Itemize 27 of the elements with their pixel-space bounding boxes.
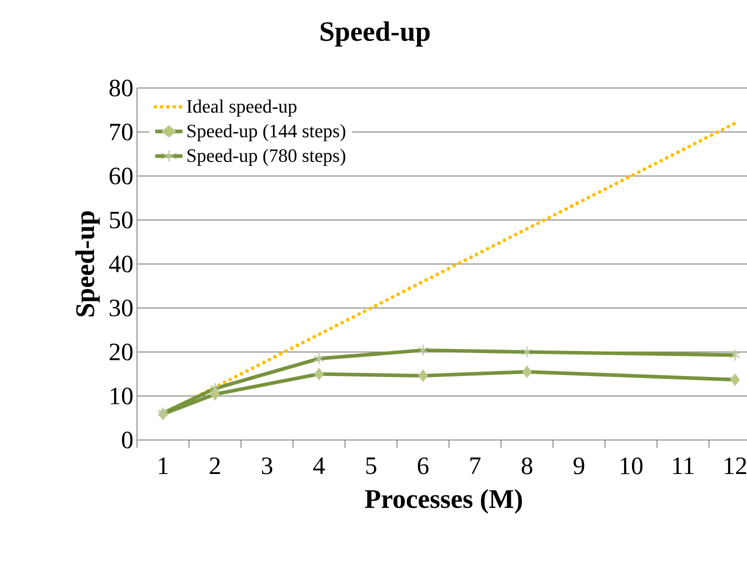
x-tick-label: 3	[262, 458, 272, 474]
legend-label: Speed-up (144 steps)	[188, 124, 346, 142]
y-tick-label: 0	[122, 432, 133, 448]
x-tick-label: 12	[724, 458, 746, 474]
legend-label: Speed-up (780 steps)	[188, 148, 346, 166]
y-tick-label: 10	[110, 388, 133, 404]
x-tick-label: 9	[574, 458, 584, 474]
x-tick-label: 11	[673, 458, 694, 474]
chart-title: Speed-up	[320, 21, 430, 47]
y-tick-label: 20	[110, 344, 133, 360]
x-tick-label: 10	[620, 458, 643, 474]
x-tick-label: 4	[313, 458, 325, 474]
x-axis-title: Processes (M)	[364, 489, 522, 514]
y-tick-label: 70	[110, 124, 133, 140]
y-tick-label: 80	[110, 80, 133, 96]
y-tick-label: 60	[110, 168, 133, 184]
x-tick-label: 1	[158, 458, 168, 474]
y-axis-title: Speed-up	[75, 211, 100, 316]
y-tick-label: 30	[110, 300, 133, 316]
legend-label: Ideal speed-up	[186, 99, 296, 117]
y-tick-label: 50	[110, 212, 133, 228]
x-tick-label: 5	[366, 458, 376, 474]
y-tick-label: 40	[109, 256, 133, 272]
x-tick-label: 8	[522, 458, 532, 474]
x-tick-label: 7	[470, 458, 481, 474]
x-tick-label: 6	[418, 458, 428, 474]
x-tick-label: 2	[210, 458, 220, 474]
